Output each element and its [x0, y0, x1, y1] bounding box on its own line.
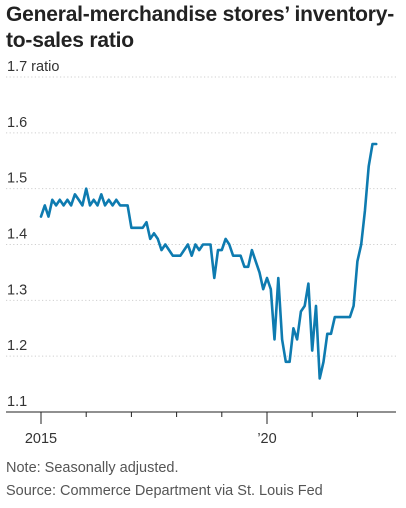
- y-tick-label: 1.7 ratio: [7, 59, 59, 75]
- y-tick-label: 1.1: [7, 394, 27, 410]
- y-tick-label: 1.4: [7, 227, 27, 243]
- y-tick-label: 1.2: [7, 338, 27, 354]
- chart-title: General-merchandise stores’ inventory-to…: [6, 3, 395, 52]
- chart-source: Source: Commerce Department via St. Loui…: [6, 483, 323, 499]
- line-chart: 1.1 1.2 1.3 1.4 1.5 1.6 1.7 ratio 2015 ’20: [6, 59, 396, 447]
- gridlines: [6, 76, 396, 357]
- x-tick-label: ’20: [257, 431, 276, 447]
- y-axis-labels: 1.1 1.2 1.3 1.4 1.5 1.6 1.7 ratio: [7, 59, 59, 410]
- y-tick-label: 1.3: [7, 282, 27, 298]
- chart-note: Note: Seasonally adjusted.: [6, 460, 179, 476]
- y-tick-label: 1.5: [7, 171, 27, 187]
- x-tick-label: 2015: [25, 431, 57, 447]
- y-tick-label: 1.6: [7, 115, 27, 131]
- x-axis: 2015 ’20: [6, 411, 396, 447]
- series-line: [39, 142, 378, 380]
- series-layer: [39, 142, 378, 380]
